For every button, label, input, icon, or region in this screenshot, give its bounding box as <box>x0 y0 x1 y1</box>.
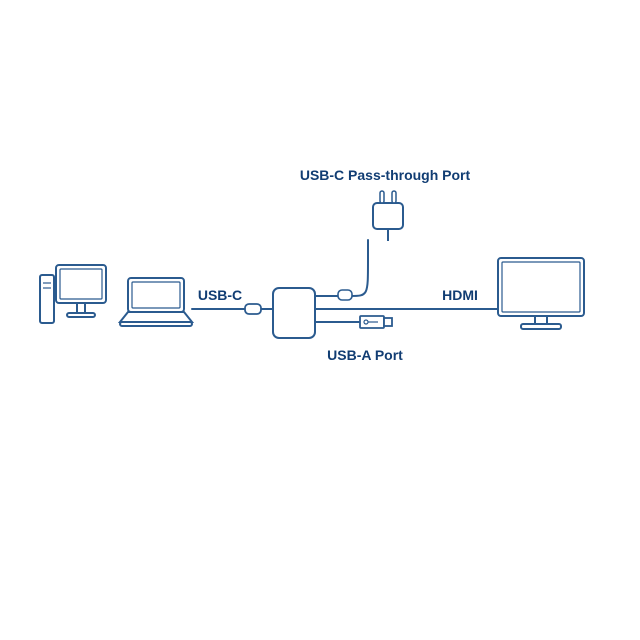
usb-c-pass-plug-icon <box>338 290 352 300</box>
label-usb_c: USB-C <box>198 287 242 303</box>
usb-c-plug-icon <box>245 304 261 314</box>
laptop-icon <box>120 278 192 326</box>
hub-diagram: USB-C USB-C Pass-through Port USB-A Port HD… <box>0 0 640 640</box>
hub-icon <box>273 288 315 338</box>
label-usb_a: USB-A Port <box>327 347 403 363</box>
tv-icon <box>498 258 584 329</box>
charger-icon <box>373 191 403 241</box>
label-passthrough: USB-C Pass-through Port <box>300 167 471 183</box>
usb-a-plug-icon <box>360 316 392 328</box>
cable-hub_to_charger <box>315 240 368 296</box>
desktop-icon <box>40 265 106 323</box>
label-hdmi: HDMI <box>442 287 478 303</box>
